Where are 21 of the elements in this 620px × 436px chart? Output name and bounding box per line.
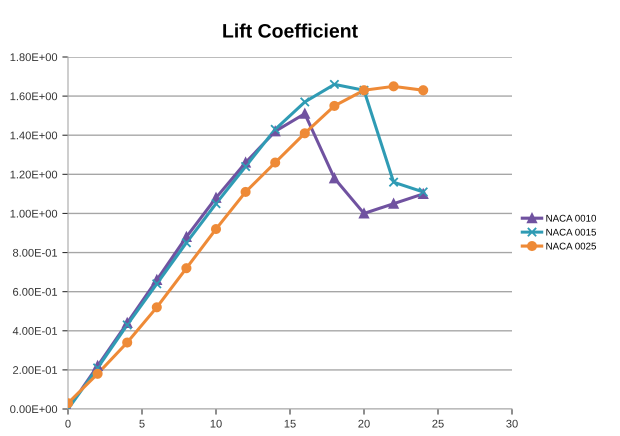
- y-tick-label: 6.00E-01: [13, 288, 58, 296]
- x-tick-label: 20: [358, 420, 370, 428]
- legend-label: NACA 0015: [546, 228, 596, 236]
- x-tick-label: 25: [432, 420, 444, 428]
- y-tick-label: 1.20E+00: [10, 170, 58, 178]
- y-tick-label: 8.00E-01: [12, 248, 58, 257]
- y-tick-label: 4.00E-01: [12, 327, 58, 335]
- y-tick-label: 1.00E+00: [10, 210, 58, 218]
- y-tick-label: 1.80E+00: [10, 53, 58, 62]
- x-tick-label: 0: [65, 420, 71, 428]
- legend-label: NACA 0025: [546, 242, 596, 250]
- y-tick-label: 1.60E+00: [10, 92, 58, 100]
- x-tick-label: 10: [210, 420, 222, 428]
- x-tick-label: 15: [284, 420, 296, 428]
- x-tick-label: 5: [139, 420, 145, 428]
- chart-title: Lift Coefficient: [223, 23, 358, 38]
- y-tick-label: 2.00E-01: [13, 366, 58, 374]
- y-tick-label: 1.40E+00: [10, 131, 58, 140]
- y-tick-label: 0.00E+00: [10, 405, 58, 414]
- legend-label: NACA 0010: [546, 214, 596, 222]
- x-tick-label: 30: [506, 420, 518, 428]
